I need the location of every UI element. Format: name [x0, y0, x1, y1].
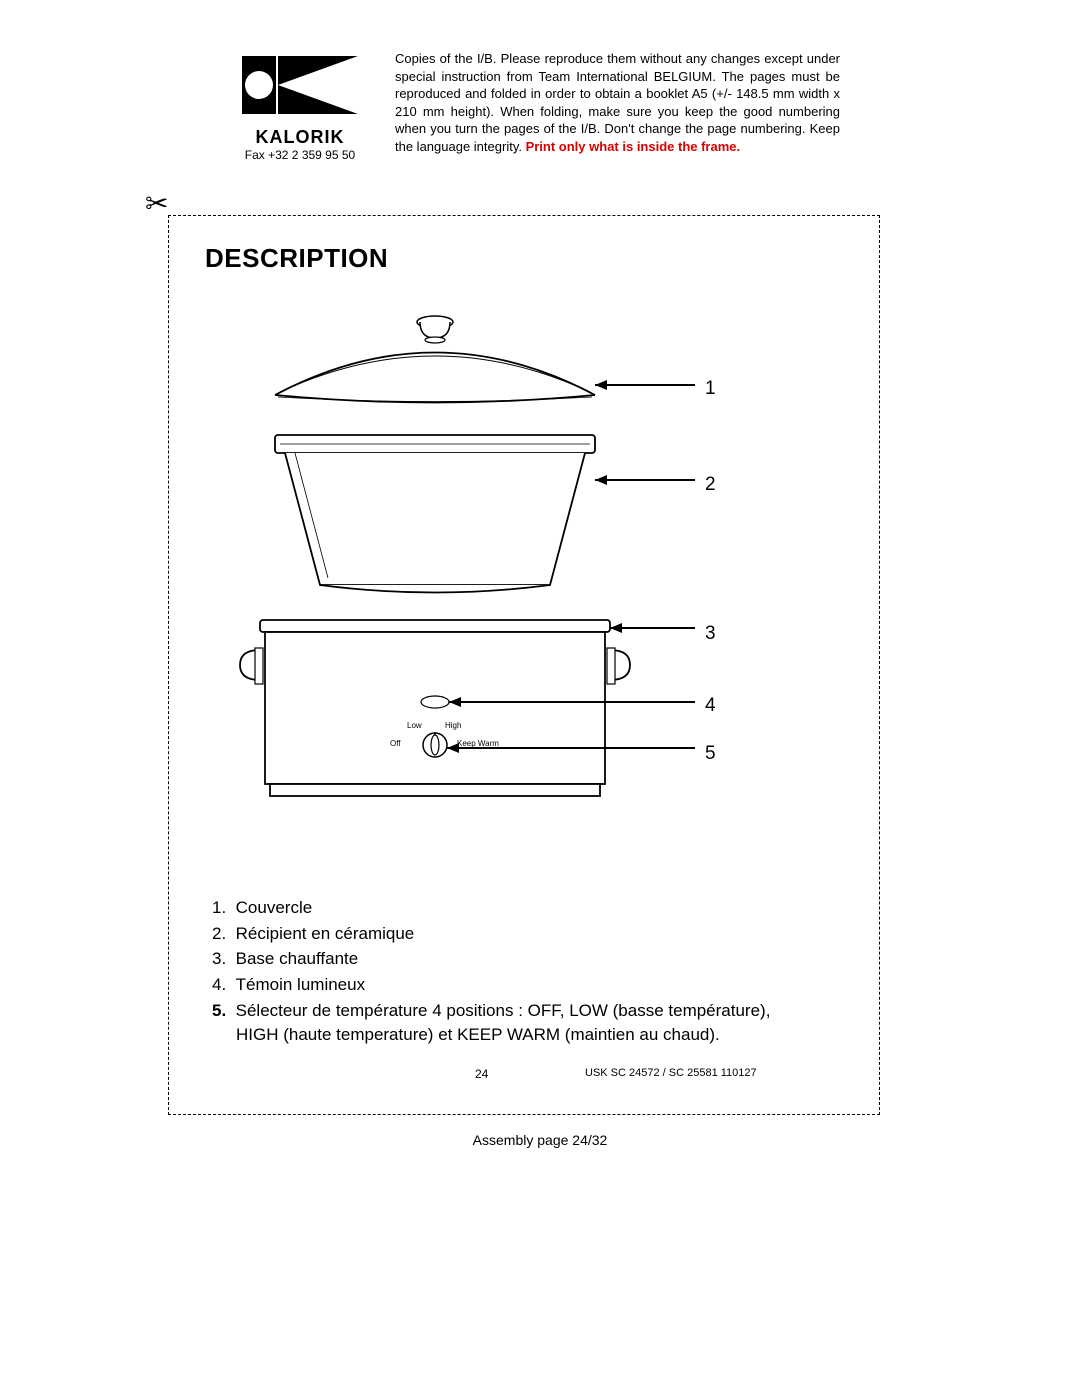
dial-label-off: Off: [390, 739, 401, 748]
diagram-base: Low High Off Keep Warm: [240, 620, 630, 796]
inner-page-number: 24: [475, 1067, 488, 1081]
callout-4: 4: [705, 695, 716, 717]
reproduction-instructions: Copies of the I/B. Please reproduce them…: [395, 50, 840, 155]
assembly-page-footer: Assembly page 24/32: [0, 1132, 1080, 1148]
legend-item-2: 2. Récipient en céramique: [212, 922, 812, 947]
model-reference: USK SC 24572 / SC 25581 110127: [585, 1067, 757, 1079]
dial-label-low: Low: [407, 721, 422, 730]
dial-label-keepwarm: Keep Warm: [457, 739, 499, 748]
scissors-icon: ✂: [145, 187, 168, 220]
brand-logo-block: KALORIK: [240, 50, 360, 148]
product-diagram: Low High Off Keep Warm: [200, 300, 860, 820]
instructions-emphasis: Print only what is inside the frame.: [526, 139, 741, 154]
fax-number: Fax +32 2 359 95 50: [240, 148, 360, 162]
legend-item-3: 3. Base chauffante: [212, 947, 812, 972]
legend-item-5: 5. Sélecteur de température 4 positions …: [212, 999, 812, 1048]
legend-item-4: 4. Témoin lumineux: [212, 973, 812, 998]
callout-5: 5: [705, 743, 716, 765]
diagram-indicator-light: [421, 696, 449, 708]
brand-name: KALORIK: [240, 127, 360, 148]
diagram-lid: [275, 316, 595, 403]
legend-item-1: 1. Couvercle: [212, 896, 812, 921]
diagram-pot: [275, 435, 595, 593]
dial-label-high: High: [445, 721, 461, 730]
callout-3: 3: [705, 623, 716, 645]
brand-logo: [240, 50, 360, 120]
callout-2: 2: [705, 474, 716, 496]
section-heading: DESCRIPTION: [205, 243, 388, 274]
callout-1: 1: [705, 378, 716, 400]
parts-legend: 1. Couvercle 2. Récipient en céramique 3…: [212, 896, 812, 1049]
diagram-dial: [423, 732, 447, 757]
